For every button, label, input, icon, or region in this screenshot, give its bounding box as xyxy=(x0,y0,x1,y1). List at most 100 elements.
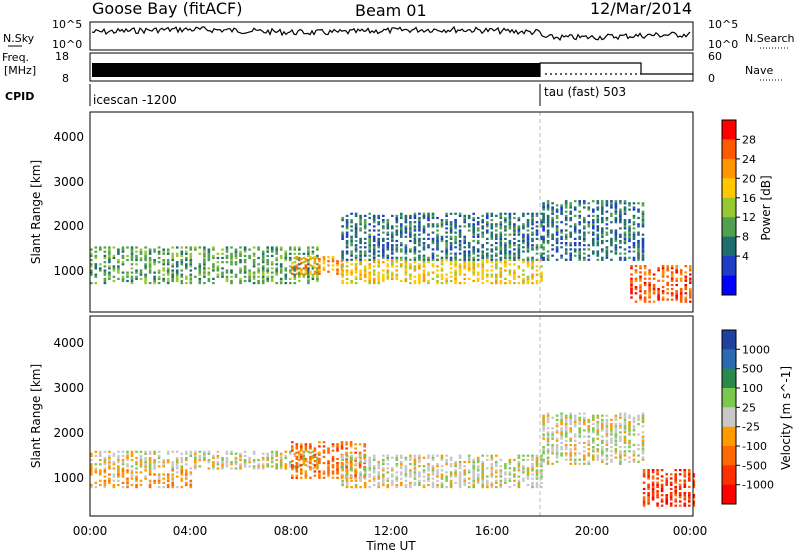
heatmap-cell xyxy=(499,239,503,243)
heatmap-cell xyxy=(504,465,507,468)
heatmap-cell xyxy=(648,294,651,297)
heatmap-cell xyxy=(623,202,627,205)
heatmap-cell xyxy=(651,483,655,486)
heatmap-cell xyxy=(436,279,439,283)
heatmap-cell xyxy=(261,252,265,255)
heatmap-cell xyxy=(354,233,358,236)
heatmap-cell xyxy=(135,486,138,489)
heatmap-cell xyxy=(121,263,125,266)
heatmap-cell xyxy=(377,214,380,217)
heatmap-cell xyxy=(368,229,371,232)
heatmap-cell xyxy=(331,460,335,463)
heatmap-cell xyxy=(540,475,543,478)
heatmap-cell xyxy=(614,441,618,444)
heatmap-cell xyxy=(463,267,466,270)
heatmap-cell xyxy=(121,486,125,489)
heatmap-cell xyxy=(162,481,165,484)
heatmap-cell xyxy=(341,235,344,238)
heatmap-cell xyxy=(647,487,650,491)
heatmap-cell xyxy=(336,445,339,448)
heatmap-cell xyxy=(445,479,448,482)
heatmap-cell xyxy=(153,271,156,274)
heatmap-cell xyxy=(531,486,534,489)
heatmap-cell xyxy=(194,465,197,468)
heatmap-cell xyxy=(540,221,543,224)
heatmap-cell xyxy=(490,454,494,457)
heatmap-cell xyxy=(560,242,563,245)
heatmap-cell xyxy=(386,225,390,228)
heatmap-cell xyxy=(499,216,503,220)
heatmap-cell xyxy=(486,259,489,262)
heatmap-cell xyxy=(391,227,394,230)
heatmap-cell xyxy=(555,450,559,453)
heatmap-cell xyxy=(605,231,609,234)
heatmap-cell xyxy=(117,248,120,251)
heatmap-cell xyxy=(248,279,251,283)
heatmap-cell xyxy=(628,219,631,222)
heatmap-cell xyxy=(542,214,545,217)
heatmap-cell xyxy=(139,271,143,274)
heatmap-cell xyxy=(458,465,462,468)
heatmap-cell xyxy=(431,248,435,251)
heatmap-cell xyxy=(395,231,399,234)
heatmap-cell xyxy=(148,483,152,487)
heatmap-cell xyxy=(486,479,489,482)
heatmap-cell xyxy=(117,277,120,280)
heatmap-cell xyxy=(490,254,494,257)
heatmap-cell xyxy=(400,229,403,232)
heatmap-cell xyxy=(166,250,170,253)
heatmap-cell xyxy=(569,225,572,228)
heatmap-cell xyxy=(377,244,380,247)
heatmap-cell xyxy=(481,246,484,249)
heatmap-cell xyxy=(185,463,188,466)
heatmap-cell xyxy=(372,252,376,255)
heatmap-cell xyxy=(295,470,299,473)
heatmap-cell xyxy=(307,252,310,255)
heatmap-cell xyxy=(185,275,188,278)
heatmap-cell xyxy=(436,223,439,226)
heatmap-cell xyxy=(298,273,301,276)
heatmap-cell xyxy=(449,473,453,476)
heatmap-cell xyxy=(212,277,215,280)
heatmap-cell xyxy=(546,412,550,415)
heatmap-cell xyxy=(531,465,534,468)
heatmap-cell xyxy=(605,420,609,424)
heatmap-cell xyxy=(121,275,125,278)
heatmap-cell xyxy=(377,221,380,224)
heatmap-cell xyxy=(422,465,426,468)
heatmap-cell xyxy=(270,254,274,257)
heatmap-cell xyxy=(261,282,265,285)
heatmap-cell xyxy=(513,483,516,487)
heatmap-cell xyxy=(266,456,269,460)
heatmap-cell xyxy=(345,261,349,264)
heatmap-cell xyxy=(279,267,283,270)
colorbar-swatch xyxy=(722,139,736,160)
heatmap-cell xyxy=(153,467,156,470)
heatmap-cell xyxy=(395,456,399,459)
heatmap-cell xyxy=(345,460,349,464)
heatmap-cell xyxy=(295,268,299,271)
heatmap-cell xyxy=(427,212,430,215)
colorbar-swatch xyxy=(722,368,736,389)
heatmap-cell xyxy=(481,227,484,230)
heatmap-cell xyxy=(564,414,568,417)
heatmap-cell xyxy=(198,450,202,453)
heatmap-cell xyxy=(298,279,301,283)
heatmap-cell xyxy=(322,455,326,458)
heatmap-cell xyxy=(395,483,399,487)
heatmap-cell xyxy=(257,279,260,283)
heatmap-cell xyxy=(121,475,125,478)
freq-trace-block xyxy=(92,63,540,77)
heatmap-cell xyxy=(486,254,489,257)
heatmap-cell xyxy=(632,258,636,261)
heatmap-cell xyxy=(592,244,595,247)
heatmap-cell xyxy=(504,256,507,259)
heatmap-cell xyxy=(670,294,674,297)
heatmap-cell xyxy=(400,231,403,234)
heatmap-cell xyxy=(454,261,457,264)
heatmap-cell xyxy=(513,479,516,482)
heatmap-cell xyxy=(404,277,408,280)
heatmap-cell xyxy=(573,250,577,253)
heatmap-cell xyxy=(313,260,317,263)
heatmap-cell xyxy=(679,290,683,293)
